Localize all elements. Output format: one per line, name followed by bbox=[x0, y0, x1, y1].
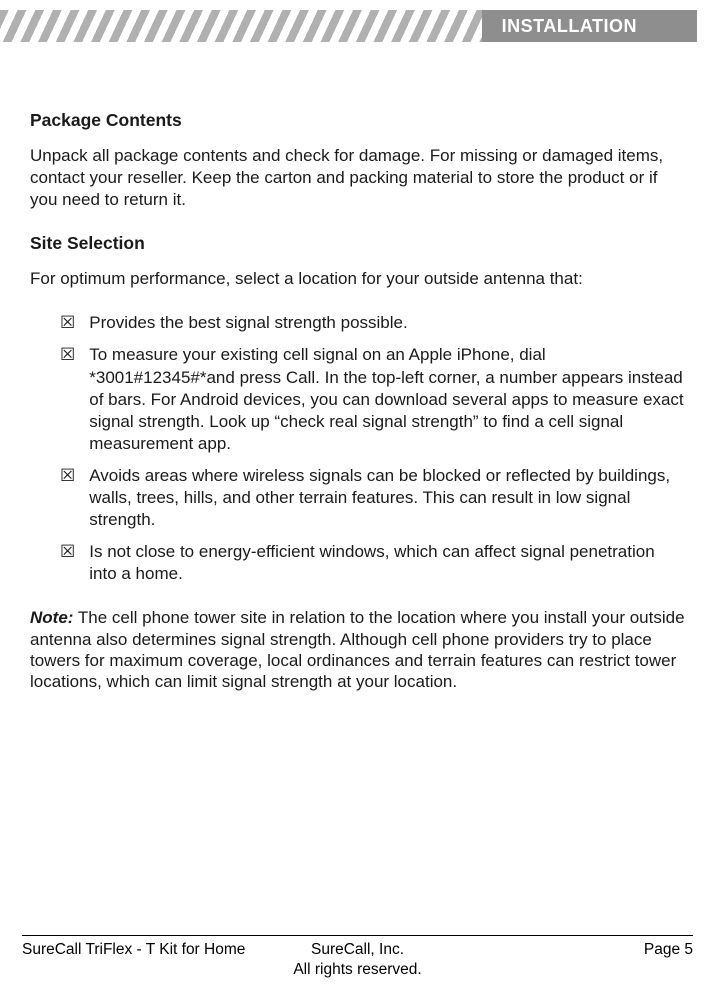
list-item: ☒ Provides the best signal strength poss… bbox=[60, 312, 685, 334]
header-stripes-decoration bbox=[0, 10, 482, 42]
site-selection-list: ☒ Provides the best signal strength poss… bbox=[60, 312, 685, 585]
list-item-text: Provides the best signal strength possib… bbox=[89, 312, 407, 334]
page-footer: SureCall TriFlex - T Kit for Home SureCa… bbox=[22, 935, 693, 980]
package-contents-heading: Package Contents bbox=[30, 110, 685, 131]
footer-product-name: SureCall TriFlex - T Kit for Home bbox=[22, 940, 246, 980]
checkbox-x-icon: ☒ bbox=[60, 541, 75, 563]
footer-rights: All rights reserved. bbox=[246, 960, 470, 980]
note-block: Note: The cell phone tower site in relat… bbox=[30, 607, 685, 692]
footer-company-name: SureCall, Inc. bbox=[246, 940, 470, 960]
checkbox-x-icon: ☒ bbox=[60, 312, 75, 334]
note-text: The cell phone tower site in relation to… bbox=[30, 608, 685, 691]
page-content: Package Contents Unpack all package cont… bbox=[30, 110, 685, 692]
footer-page-number: Page 5 bbox=[469, 940, 693, 980]
site-selection-intro: For optimum performance, select a locati… bbox=[30, 268, 685, 290]
package-contents-body: Unpack all package contents and check fo… bbox=[30, 145, 685, 211]
footer-row: SureCall TriFlex - T Kit for Home SureCa… bbox=[22, 940, 693, 980]
list-item-text: Is not close to energy-efficient windows… bbox=[89, 541, 685, 585]
list-item-text: Avoids areas where wireless signals can … bbox=[89, 465, 685, 531]
header-bar: INSTALLATION bbox=[0, 10, 697, 42]
list-item-text: To measure your existing cell signal on … bbox=[89, 344, 685, 454]
note-label: Note: bbox=[30, 608, 73, 627]
list-item: ☒ Is not close to energy-efficient windo… bbox=[60, 541, 685, 585]
header-title: INSTALLATION bbox=[482, 10, 697, 42]
list-item: ☒ Avoids areas where wireless signals ca… bbox=[60, 465, 685, 531]
footer-divider bbox=[22, 935, 693, 936]
site-selection-heading: Site Selection bbox=[30, 233, 685, 254]
footer-company: SureCall, Inc. All rights reserved. bbox=[246, 940, 470, 980]
checkbox-x-icon: ☒ bbox=[60, 344, 75, 366]
checkbox-x-icon: ☒ bbox=[60, 465, 75, 487]
list-item: ☒ To measure your existing cell signal o… bbox=[60, 344, 685, 454]
